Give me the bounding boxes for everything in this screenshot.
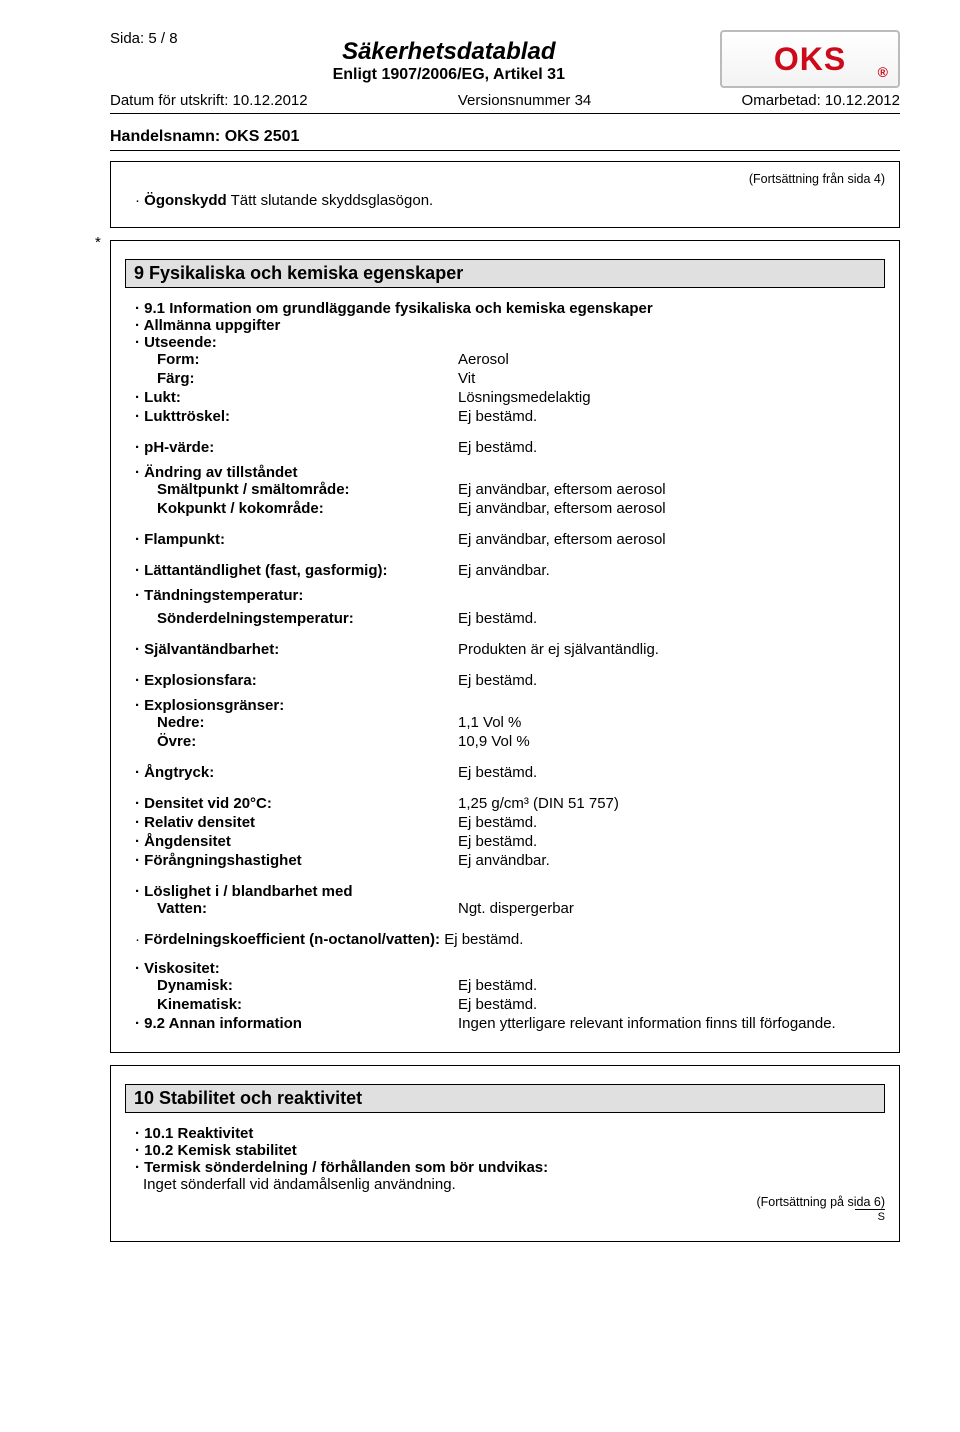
vapor-density-value: Ej bestämd. (458, 833, 885, 850)
melting-value: Ej användbar, eftersom aerosol (458, 481, 885, 498)
odor-threshold-label: Lukttröskel: (125, 408, 450, 425)
eye-protection-value: Tätt slutande skyddsglasögon. (227, 192, 434, 209)
odor-value: Lösningsmedelaktig (458, 389, 885, 406)
change-asterisk: * (95, 234, 101, 251)
upper-limit-label: Övre: (125, 733, 450, 750)
brand-logo: OKS ® (720, 30, 900, 88)
kinematic-visc-value: Ej bestämd. (458, 996, 885, 1013)
section-9-box: 9 Fysikaliska och kemiska egenskaper 9.1… (110, 240, 900, 1053)
water-value: Ngt. dispergerbar (458, 900, 885, 917)
section-9-heading: 9 Fysikaliska och kemiska egenskaper (125, 259, 885, 288)
revised-date: Omarbetad: 10.12.2012 (742, 92, 900, 109)
viscosity-label: Viskositet: (125, 960, 885, 977)
evaporation-rate-label: Förångningshastighet (125, 852, 450, 869)
color-label: Färg: (125, 370, 450, 387)
page-number: Sida: 5 / 8 (110, 30, 178, 47)
s9-2-label: 9.2 Annan information (125, 1015, 450, 1032)
selfignition-value: Produkten är ej självantändlig. (458, 641, 885, 658)
thermal-decomp-value: Inget sönderfall vid ändamålsenlig använ… (125, 1176, 885, 1193)
document-subtitle: Enligt 1907/2006/EG, Artikel 31 (178, 66, 720, 84)
thermal-decomp-label: Termisk sönderdelning / förhållanden som… (125, 1159, 885, 1176)
dynamic-visc-value: Ej bestämd. (458, 977, 885, 994)
lower-limit-value: 1,1 Vol % (458, 714, 885, 731)
state-change-label: Ändring av tillståndet (125, 464, 885, 481)
section-10-heading: 10 Stabilitet och reaktivitet (125, 1084, 885, 1113)
water-label: Vatten: (125, 900, 450, 917)
form-value: Aerosol (458, 351, 885, 368)
vapor-density-label: Ångdensitet (125, 833, 450, 850)
ph-value: Ej bestämd. (458, 439, 885, 456)
divider (110, 150, 900, 151)
dynamic-visc-label: Dynamisk: (125, 977, 450, 994)
upper-limit-value: 10,9 Vol % (458, 733, 885, 750)
continuation-from-note: (Fortsättning från sida 4) (125, 172, 885, 186)
trade-name: Handelsnamn: OKS 2501 (110, 128, 900, 146)
logo-text: OKS (774, 41, 846, 78)
boiling-value: Ej användbar, eftersom aerosol (458, 500, 885, 517)
evaporation-rate-value: Ej användbar. (458, 852, 885, 869)
print-date: Datum för utskrift: 10.12.2012 (110, 92, 308, 109)
partition-coeff-value: Ej bestämd. (444, 931, 523, 948)
kinematic-visc-label: Kinematisk: (125, 996, 450, 1013)
decomposition-value: Ej bestämd. (458, 610, 885, 627)
ignition-temp-label: Tändningstemperatur: (125, 587, 885, 604)
relative-density-value: Ej bestämd. (458, 814, 885, 831)
flashpoint-value: Ej användbar, eftersom aerosol (458, 531, 885, 548)
flashpoint-label: Flampunkt: (125, 531, 450, 548)
version-number: Versionsnummer 34 (458, 92, 591, 109)
registered-icon: ® (878, 64, 888, 80)
divider (110, 113, 900, 114)
melting-label: Smältpunkt / smältområde: (125, 481, 450, 498)
eye-protection-line: Ögonskydd Tätt slutande skyddsglasögon. (125, 192, 885, 209)
color-value: Vit (458, 370, 885, 387)
continuation-box: (Fortsättning från sida 4) Ögonskydd Tät… (110, 161, 900, 228)
selfignition-label: Självantändbarhet: (125, 641, 450, 658)
eye-protection-label: Ögonskydd (144, 192, 227, 209)
partition-coeff-label: Fördelningskoefficient (n-octanol/vatten… (144, 931, 444, 948)
explosion-hazard-value: Ej bestämd. (458, 672, 885, 689)
s9-2-value: Ingen ytterligare relevant information f… (458, 1015, 885, 1032)
continuation-to-note: (Fortsättning på sida 6) (125, 1195, 885, 1209)
odor-label: Lukt: (125, 389, 450, 406)
s10-2-label: 10.2 Kemisk stabilitet (125, 1142, 885, 1159)
explosion-limits-label: Explosionsgränser: (125, 697, 885, 714)
flammability-label: Lättantändlighet (fast, gasformig): (125, 562, 450, 579)
odor-threshold-value: Ej bestämd. (458, 408, 885, 425)
density-value: 1,25 g/cm³ (DIN 51 757) (458, 795, 885, 812)
solubility-label: Löslighet i / blandbarhet med (125, 883, 885, 900)
decomposition-label: Sönderdelningstemperatur: (125, 610, 450, 627)
density-label: Densitet vid 20°C: (125, 795, 450, 812)
relative-density-label: Relativ densitet (125, 814, 450, 831)
language-code: S (855, 1209, 885, 1223)
ph-label: pH-värde: (125, 439, 450, 456)
boiling-label: Kokpunkt / kokområde: (125, 500, 450, 517)
vapor-pressure-label: Ångtryck: (125, 764, 450, 781)
partition-coeff-line: Fördelningskoefficient (n-octanol/vatten… (125, 931, 885, 948)
vapor-pressure-value: Ej bestämd. (458, 764, 885, 781)
form-label: Form: (125, 351, 450, 368)
document-title: Säkerhetsdatablad (178, 38, 720, 66)
flammability-value: Ej användbar. (458, 562, 885, 579)
section-10-box: 10 Stabilitet och reaktivitet 10.1 Reakt… (110, 1065, 900, 1242)
s9-1-heading: 9.1 Information om grundläggande fysikal… (125, 300, 885, 317)
general-info-label: Allmänna uppgifter (125, 317, 885, 334)
s10-1-label: 10.1 Reaktivitet (125, 1125, 885, 1142)
explosion-hazard-label: Explosionsfara: (125, 672, 450, 689)
appearance-label: Utseende: (125, 334, 885, 351)
lower-limit-label: Nedre: (125, 714, 450, 731)
